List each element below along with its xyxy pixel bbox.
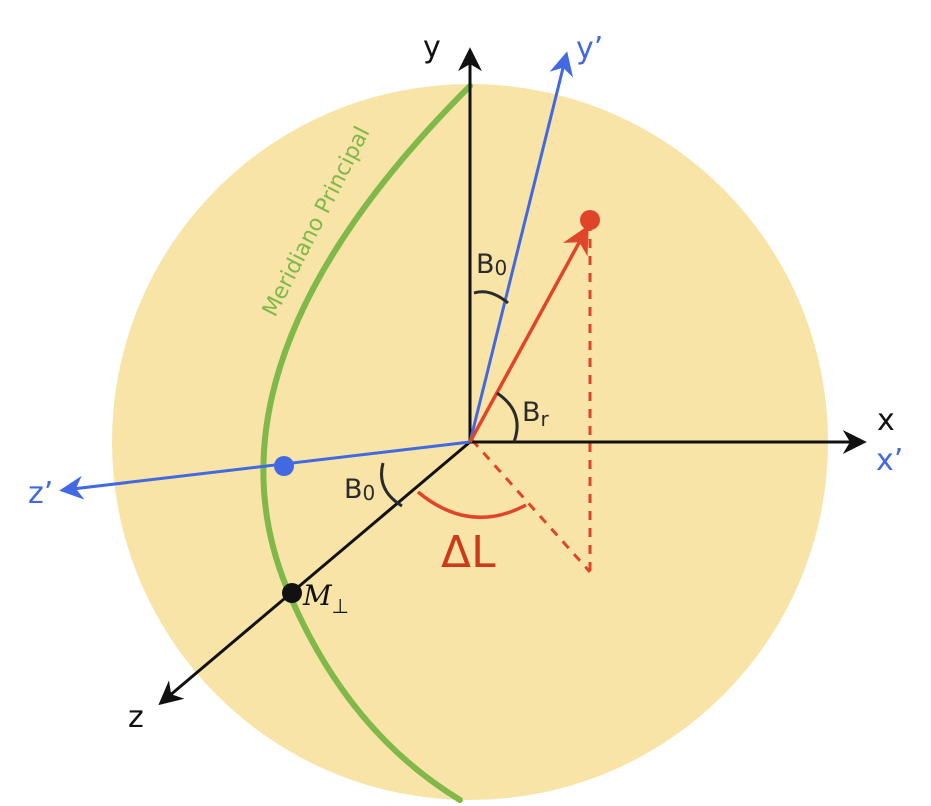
z-axis-label: z [128,700,144,735]
br-label: Br [522,397,550,431]
y-prime-axis-label: y’ [576,31,603,66]
x-prime-axis-label: x’ [876,443,903,478]
b0-lower-arc [380,462,403,508]
red-vector-tip-dot [580,210,600,230]
m-perp-point [282,583,302,603]
x-axis-label: x [877,403,895,438]
delta-l-label: ΔL [441,527,496,578]
br-arc [496,391,519,443]
z-prime-meridian-point [274,456,294,476]
z-prime-axis-label: z’ [28,476,53,511]
m-perp-label: M⊥ [302,579,349,618]
b0-upper-label: B0 [476,249,507,280]
y-axis-label: y [423,30,441,65]
b0-upper-arc [473,290,509,305]
dashed-diagonal-projection [470,439,592,573]
principal-meridian-arc [260,83,473,803]
z-prime-axis [59,440,471,500]
red-vector [468,225,589,443]
delta-l-arc [416,490,527,520]
z-axis [158,440,471,706]
b0-lower-label: B0 [344,474,375,505]
y-prime-axis [468,51,574,443]
